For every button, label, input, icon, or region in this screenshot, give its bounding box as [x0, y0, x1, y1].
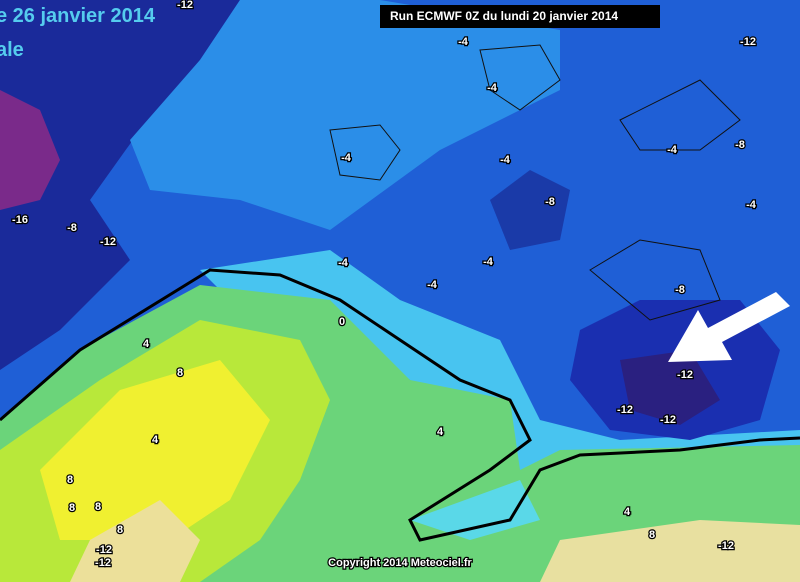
cool-pocket — [410, 480, 540, 540]
contour-label: -12 — [617, 404, 633, 416]
contour-label: -4 — [341, 152, 352, 164]
warm-core — [70, 500, 200, 582]
contour-label: -12 — [96, 544, 112, 556]
warm-core-east — [540, 520, 800, 582]
yellow-region — [40, 360, 270, 540]
contour-label: -12 — [740, 36, 756, 48]
contour-label: -4 — [458, 36, 469, 48]
contour-label: 4 — [152, 434, 159, 446]
contour-label: -4 — [746, 199, 757, 211]
scandinavia-cold — [490, 170, 570, 250]
contour-label: -4 — [338, 257, 349, 269]
contour-label: -16 — [12, 214, 28, 226]
run-box — [380, 5, 660, 28]
cold-core — [0, 90, 60, 210]
contour-label: -8 — [545, 196, 555, 208]
contour-label: 8 — [177, 367, 183, 379]
title: e 26 janvier 2014 — [0, 5, 156, 27]
contour-label: -4 — [483, 256, 494, 268]
coastline — [329, 44, 741, 321]
mild-band — [130, 0, 560, 230]
contour-label: -4 — [487, 82, 498, 94]
contour-label: -8 — [735, 139, 745, 151]
contour-label: 8 — [649, 529, 655, 541]
contour-label: 4 — [437, 426, 444, 438]
contour-label: -12 — [95, 557, 111, 569]
contour-label: -12 — [677, 369, 693, 381]
arrow — [668, 292, 790, 362]
cold-blob-core — [620, 350, 720, 425]
contour-label: -12 — [177, 0, 193, 11]
contour-label: -4 — [500, 154, 511, 166]
cold-region — [0, 0, 240, 370]
contour-labels: -12 -4 -12 -4 -4 -4 -4 -8 -8 -4 -16 -8 -12 -4 -4 -4 -8 0 4… — [11, 0, 758, 570]
contour-label: -12 — [660, 414, 676, 426]
contour-label: -12 — [718, 540, 734, 552]
contour-label: 4 — [624, 506, 631, 518]
contour-label: 8 — [69, 502, 75, 514]
contour-label: 8 — [117, 524, 123, 536]
contour-label: -4 — [427, 279, 438, 291]
zero-contour — [0, 268, 800, 542]
contour-label: 0 — [339, 316, 345, 328]
contour-label: -12 — [100, 236, 116, 248]
copyright: Copyright 2014 Meteociel.fr — [328, 557, 472, 569]
contour-label: 8 — [67, 474, 73, 486]
contour-label: -8 — [675, 284, 685, 296]
contour-label: -4 — [667, 144, 678, 156]
contour-label: 8 — [95, 501, 101, 513]
contour-label: 4 — [143, 338, 150, 350]
run-label: Run ECMWF 0Z du lundi 20 janvier 2014 — [390, 9, 618, 23]
contour-label: -8 — [67, 222, 77, 234]
subtitle: ale — [0, 39, 24, 61]
